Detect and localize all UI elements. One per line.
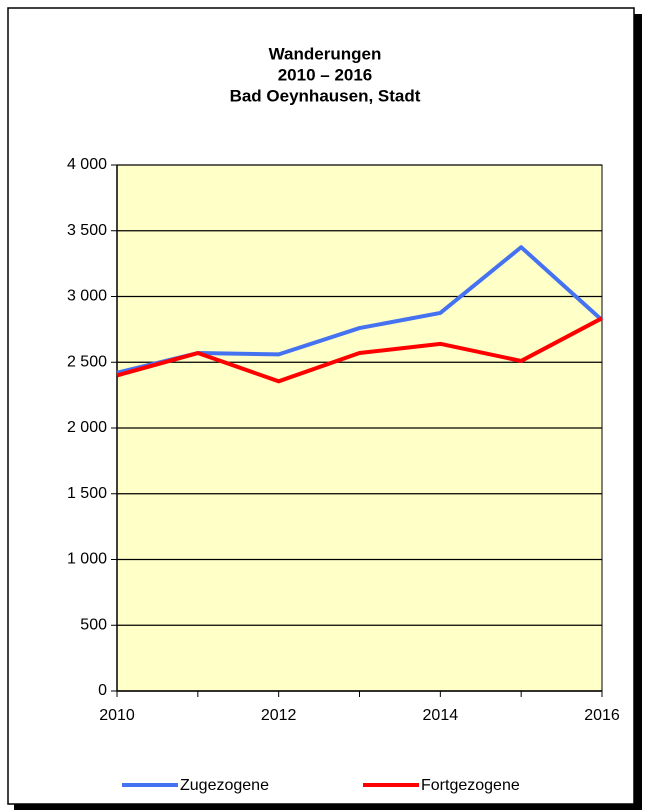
chart-title: Wanderungen: [269, 44, 382, 63]
y-tick-label: 0: [98, 682, 107, 699]
y-tick-label: 1 500: [67, 485, 107, 502]
y-tick-label: 1 000: [67, 551, 107, 568]
y-tick-label: 500: [80, 616, 107, 633]
y-tick-label: 3 000: [67, 288, 107, 305]
chart-title: Bad Oeynhausen, Stadt: [230, 86, 421, 105]
series-line: [116, 316, 603, 384]
y-tick-label: 3 500: [67, 222, 107, 239]
y-tick-label: 2 000: [67, 419, 107, 436]
chart-title: 2010 – 2016: [278, 65, 373, 84]
x-tick-label: 2016: [584, 707, 620, 724]
x-tick-label: 2012: [261, 707, 297, 724]
legend-label: Fortgezogene: [421, 777, 520, 794]
y-tick-label: 2 500: [67, 353, 107, 370]
legend-label: Zugezogene: [180, 777, 269, 794]
x-tick-label: 2010: [99, 707, 135, 724]
y-tick-label: 4 000: [67, 156, 107, 173]
x-tick-label: 2014: [423, 707, 459, 724]
